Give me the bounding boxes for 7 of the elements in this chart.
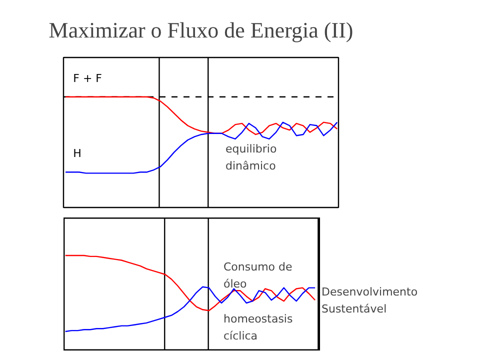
series-label: H: [73, 147, 82, 160]
text: Desenvolvimento Sustentável: [322, 286, 418, 316]
series-label: F + F: [73, 72, 102, 85]
annotation: Consumo de óleo: [224, 260, 293, 290]
annotation: equilibrio dinâmico: [226, 142, 277, 172]
annotation: homeostasis cíclica: [224, 312, 293, 342]
chart-title: Maximizar o Fluxo de Energia (II): [48, 18, 354, 42]
